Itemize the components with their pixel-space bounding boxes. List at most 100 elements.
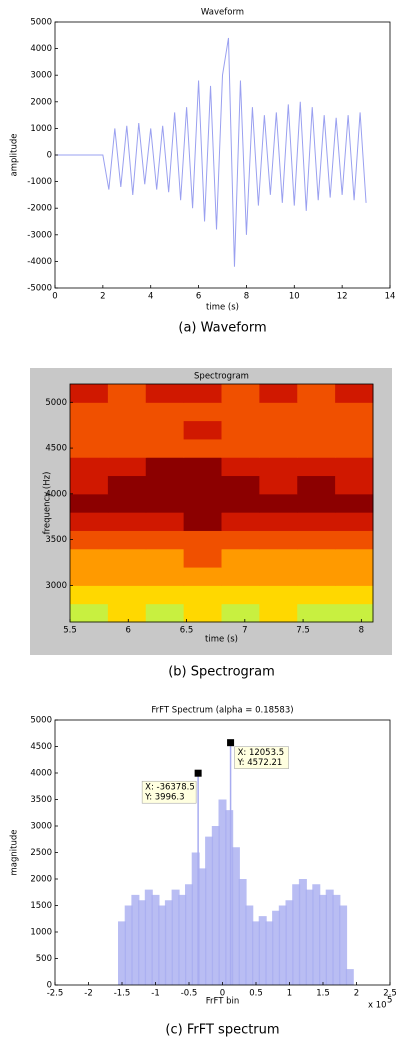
heatmap-cell xyxy=(297,420,336,440)
heatmap-cell xyxy=(297,548,336,568)
heatmap-cell xyxy=(297,603,336,623)
heatmap-cell xyxy=(259,384,298,403)
y-tick-label: -4000 xyxy=(27,257,52,267)
heatmap-cell xyxy=(183,548,222,568)
heatmap-cell xyxy=(335,512,374,531)
y-tick-label: 2000 xyxy=(30,875,52,885)
heatmap-cell xyxy=(107,548,147,568)
x-tick-label: 1 xyxy=(287,989,292,999)
heatmap-cell xyxy=(107,384,147,403)
heatmap-cell xyxy=(221,493,260,513)
heatmap-cell xyxy=(335,585,374,605)
heatmap-cell xyxy=(70,567,109,586)
y-axis-label: frequency (Hz) xyxy=(43,472,53,535)
chart-title: Waveform xyxy=(201,8,244,18)
y-tick-label: 4000 xyxy=(30,769,52,779)
y-tick-label: 0 xyxy=(47,151,52,161)
heatmap-cell xyxy=(70,475,109,495)
y-tick-label: -3000 xyxy=(27,230,52,240)
x-axis-label: time (s) xyxy=(205,635,238,645)
waveform-line xyxy=(55,37,367,267)
heatmap-cell xyxy=(70,585,109,605)
y-tick-label: 4500 xyxy=(30,742,52,752)
heatmap-cell xyxy=(335,530,374,550)
heatmap-cell xyxy=(183,567,222,586)
heatmap-cell xyxy=(145,438,185,458)
chart-title: Spectrogram xyxy=(194,372,249,382)
x-tick-label: 12 xyxy=(337,292,348,302)
x-tick-label: 8 xyxy=(359,626,364,636)
x-tick-label: 7.5 xyxy=(296,626,310,636)
heatmap-cell xyxy=(70,530,109,550)
heatmap-cell xyxy=(107,402,147,422)
plot-area xyxy=(55,22,390,288)
x-tick-label: 2 xyxy=(354,989,359,999)
heatmap-cell xyxy=(297,438,336,458)
y-tick-label: 4500 xyxy=(45,444,67,454)
heatmap-cell xyxy=(145,548,185,568)
heatmap-cell xyxy=(145,384,185,403)
x-tick-label: 0 xyxy=(220,989,225,999)
heatmap-cell xyxy=(70,603,109,623)
heatmap-cell xyxy=(183,402,222,422)
y-tick-label: 3000 xyxy=(45,581,67,591)
heatmap-cell xyxy=(70,493,109,513)
datatip-marker xyxy=(227,739,235,747)
x-tick-label: 5.5 xyxy=(63,626,77,636)
heatmap-cell xyxy=(145,420,185,440)
x-tick-label: 0.5 xyxy=(249,989,263,999)
axis-multiplier: x 10 xyxy=(368,1001,387,1011)
x-tick-label: 8 xyxy=(244,292,249,302)
heatmap-cell xyxy=(335,438,374,458)
y-tick-label: 1500 xyxy=(30,901,52,911)
heatmap-cell xyxy=(221,548,260,568)
y-tick-label: 3500 xyxy=(45,535,67,545)
heatmap-cell xyxy=(145,475,185,495)
x-tick-label: 14 xyxy=(385,292,396,302)
heatmap-cell xyxy=(145,457,185,477)
heatmap-cell xyxy=(183,438,222,458)
heatmap-cell xyxy=(183,384,222,403)
x-tick-label: 6 xyxy=(126,626,131,636)
y-tick-label: 5000 xyxy=(30,716,52,726)
y-tick-label: 0 xyxy=(47,981,52,991)
heatmap-cell xyxy=(107,603,147,623)
heatmap-cell xyxy=(297,567,336,586)
y-tick-label: 500 xyxy=(36,954,52,964)
heatmap-cell xyxy=(259,438,298,458)
heatmap-cell xyxy=(70,457,109,477)
datatip-box xyxy=(141,780,197,804)
heatmap-cell xyxy=(259,402,298,422)
datatip-box xyxy=(234,746,289,769)
x-tick-label: 10 xyxy=(289,292,300,302)
heatmap-cell xyxy=(259,567,298,586)
heatmap-cell xyxy=(297,475,336,495)
x-tick-label: -1 xyxy=(151,989,159,999)
heatmap-cell xyxy=(183,530,222,550)
heatmap-cell xyxy=(221,585,260,605)
datatip-x: X: -36378.5 xyxy=(145,783,195,793)
heatmap-cell xyxy=(221,530,260,550)
heatmap-cell xyxy=(70,384,109,403)
heatmap-cell xyxy=(297,512,336,531)
y-axis-label: amplitude xyxy=(10,134,20,177)
heatmap-cell xyxy=(335,457,374,477)
heatmap-cell xyxy=(107,475,147,495)
heatmap-cell xyxy=(297,493,336,513)
x-tick-label: -2 xyxy=(84,989,92,999)
x-axis-label: FrFT bin xyxy=(206,997,240,1007)
y-tick-label: 1000 xyxy=(30,928,52,938)
caption: (b) Spectrogram xyxy=(168,665,275,680)
heatmap-cell xyxy=(107,530,147,550)
heatmap-cell xyxy=(259,457,298,477)
heatmap-cell xyxy=(145,603,185,623)
heatmap-cell xyxy=(259,548,298,568)
datatip-y: Y: 3996.3 xyxy=(144,793,184,803)
heatmap-cell xyxy=(259,512,298,531)
x-tick-label: 7 xyxy=(242,626,247,636)
caption: (a) Waveform xyxy=(178,321,266,336)
heatmap-cell xyxy=(183,493,222,513)
heatmap-cell xyxy=(259,585,298,605)
heatmap-cell xyxy=(107,438,147,458)
